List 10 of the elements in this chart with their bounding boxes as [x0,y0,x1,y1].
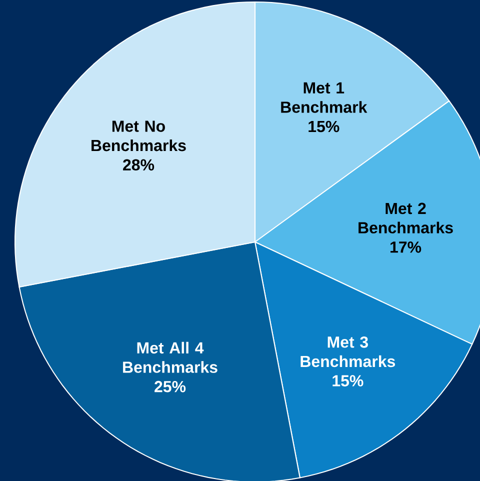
data-label: 17% [390,242,422,253]
slice-label: Met 1 Benchmark [281,82,368,113]
slice-label: Met 3 Benchmarks [300,336,396,368]
data-label: 15% [332,375,364,386]
data-label: 15% [308,120,340,132]
data-label: 28% [123,159,154,171]
data-label: 25% [154,380,186,392]
slice-label: Met All 4 Benchmarks [123,342,218,373]
slice-label: Met 2 Benchmarks [358,202,453,234]
slice-label: Met No Benchmarks [92,120,186,152]
